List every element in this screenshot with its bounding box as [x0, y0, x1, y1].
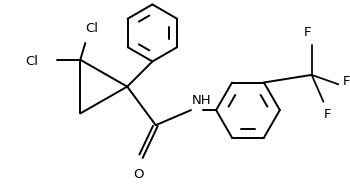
Text: F: F — [304, 26, 312, 39]
Text: Cl: Cl — [25, 55, 38, 68]
Text: NH: NH — [192, 94, 211, 107]
Text: F: F — [324, 108, 331, 121]
Text: F: F — [343, 75, 350, 88]
Text: O: O — [134, 168, 144, 181]
Text: Cl: Cl — [85, 22, 98, 35]
